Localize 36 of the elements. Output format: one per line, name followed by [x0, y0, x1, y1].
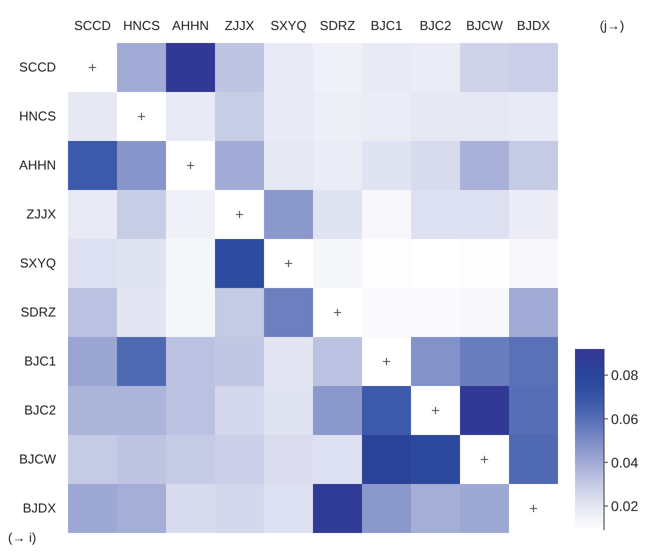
y-tick-label: BJC2 [24, 402, 56, 418]
x-tick-label: SXYQ [270, 18, 307, 33]
y-tick-label: AHHN [19, 158, 56, 172]
x-tick-label: HNCS [123, 18, 160, 33]
x-tick-label: AHHN [172, 18, 209, 33]
y-tick-label: ZJJX [26, 206, 56, 222]
y-tick-label: HNCS [19, 108, 56, 124]
text: (j→) [600, 18, 624, 33]
y-tick-label: SCCD [19, 60, 56, 74]
text: + [186, 158, 195, 174]
y-tick-label: SDRZ [20, 304, 56, 320]
text: + [235, 206, 244, 224]
text: + [333, 304, 342, 322]
x-tick-label: BJDX [516, 18, 550, 33]
y-tick-label: SXYQ [20, 256, 56, 270]
color-bar-label: 0.08 [611, 367, 638, 384]
x-tick-label: BJCW [466, 18, 504, 33]
text: + [382, 354, 391, 370]
y-tick-label: BJC1 [24, 354, 56, 368]
x-tick-label: ZJJX [224, 18, 255, 33]
text: + [529, 500, 538, 518]
x-tick-label: SDRZ [320, 18, 356, 33]
text: + [431, 402, 440, 420]
y-tick-label: BJCW [19, 452, 57, 466]
text: (→ i) [8, 530, 36, 545]
x-tick-label: BJC2 [420, 18, 452, 33]
x-tick-label: BJC1 [370, 18, 402, 33]
x-tick-label: SCCD [74, 18, 111, 33]
text: + [284, 256, 293, 272]
text: + [88, 60, 97, 76]
text: + [480, 452, 489, 468]
color-bar-label: 0.02 [611, 498, 638, 514]
text: + [137, 108, 146, 126]
color-bar-label: 0.04 [611, 454, 638, 470]
color-bar-label: 0.06 [611, 410, 638, 427]
y-tick-label: BJDX [22, 500, 56, 516]
